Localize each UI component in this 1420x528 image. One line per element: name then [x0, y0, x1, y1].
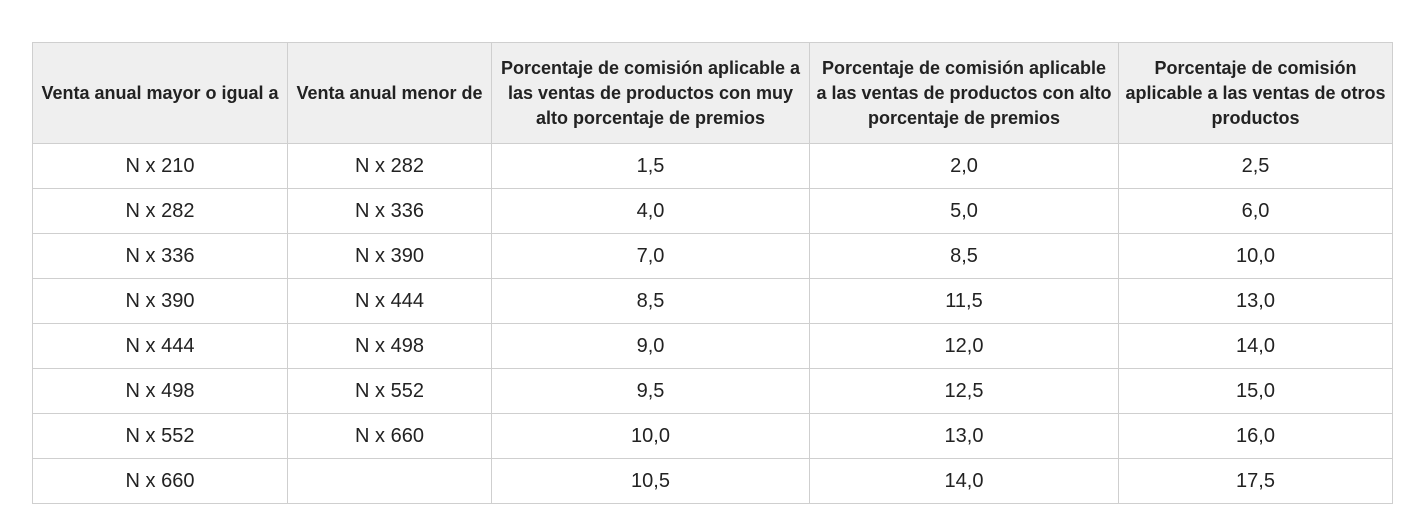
- table-cell: N x 336: [287, 188, 492, 234]
- table-cell: 2,5: [1118, 143, 1393, 189]
- table-cell: N x 282: [32, 188, 288, 234]
- table-cell: N x 210: [32, 143, 288, 189]
- table-cell: 17,5: [1118, 458, 1393, 504]
- table-cell: 8,5: [809, 233, 1119, 279]
- table-cell: 8,5: [491, 278, 810, 324]
- table-body: N x 210 N x 282 1,5 2,0 2,5 N x 282 N x …: [32, 143, 1393, 504]
- header-cell-very-high-prize-commission: Porcentaje de comisión aplicable a las v…: [491, 42, 810, 144]
- table-row: N x 390 N x 444 8,5 11,5 13,0: [32, 278, 1393, 324]
- table-cell: N x 336: [32, 233, 288, 279]
- table-cell: 5,0: [809, 188, 1119, 234]
- table-cell: 6,0: [1118, 188, 1393, 234]
- table-cell: N x 498: [32, 368, 288, 414]
- table-row: N x 210 N x 282 1,5 2,0 2,5: [32, 143, 1393, 189]
- table-cell: N x 498: [287, 323, 492, 369]
- commission-table: Venta anual mayor o igual a Venta anual …: [32, 42, 1393, 504]
- table-cell: N x 552: [32, 413, 288, 459]
- table-cell: 14,0: [809, 458, 1119, 504]
- table-cell: N x 444: [287, 278, 492, 324]
- table-row: N x 552 N x 660 10,0 13,0 16,0: [32, 413, 1393, 459]
- header-row: Venta anual mayor o igual a Venta anual …: [32, 42, 1393, 144]
- table-cell: 7,0: [491, 233, 810, 279]
- table-cell: 10,0: [1118, 233, 1393, 279]
- table-cell: 9,5: [491, 368, 810, 414]
- table-cell: N x 282: [287, 143, 492, 189]
- table-header: Venta anual mayor o igual a Venta anual …: [32, 42, 1393, 144]
- header-cell-min-sales: Venta anual mayor o igual a: [32, 42, 288, 144]
- table-row: N x 660 10,5 14,0 17,5: [32, 458, 1393, 504]
- table-cell: 13,0: [809, 413, 1119, 459]
- table-cell: 13,0: [1118, 278, 1393, 324]
- table-cell: 1,5: [491, 143, 810, 189]
- table-cell: 12,5: [809, 368, 1119, 414]
- table-cell: 12,0: [809, 323, 1119, 369]
- table-cell: N x 444: [32, 323, 288, 369]
- table-cell: 9,0: [491, 323, 810, 369]
- table-row: N x 444 N x 498 9,0 12,0 14,0: [32, 323, 1393, 369]
- header-cell-max-sales: Venta anual menor de: [287, 42, 492, 144]
- table-cell: N x 390: [287, 233, 492, 279]
- header-cell-other-products-commission: Porcentaje de comisión aplicable a las v…: [1118, 42, 1393, 144]
- table-row: N x 498 N x 552 9,5 12,5 15,0: [32, 368, 1393, 414]
- table-row: N x 336 N x 390 7,0 8,5 10,0: [32, 233, 1393, 279]
- header-cell-high-prize-commission: Porcentaje de comisión aplicable a las v…: [809, 42, 1119, 144]
- table-cell: [287, 458, 492, 504]
- table-cell: N x 552: [287, 368, 492, 414]
- table-cell: 16,0: [1118, 413, 1393, 459]
- table-cell: 10,0: [491, 413, 810, 459]
- commission-table-container: Venta anual mayor o igual a Venta anual …: [32, 42, 1393, 504]
- table-cell: 2,0: [809, 143, 1119, 189]
- table-row: N x 282 N x 336 4,0 5,0 6,0: [32, 188, 1393, 234]
- table-cell: 14,0: [1118, 323, 1393, 369]
- table-cell: 4,0: [491, 188, 810, 234]
- table-cell: 11,5: [809, 278, 1119, 324]
- table-cell: N x 660: [287, 413, 492, 459]
- table-cell: N x 660: [32, 458, 288, 504]
- table-cell: 10,5: [491, 458, 810, 504]
- table-cell: N x 390: [32, 278, 288, 324]
- table-cell: 15,0: [1118, 368, 1393, 414]
